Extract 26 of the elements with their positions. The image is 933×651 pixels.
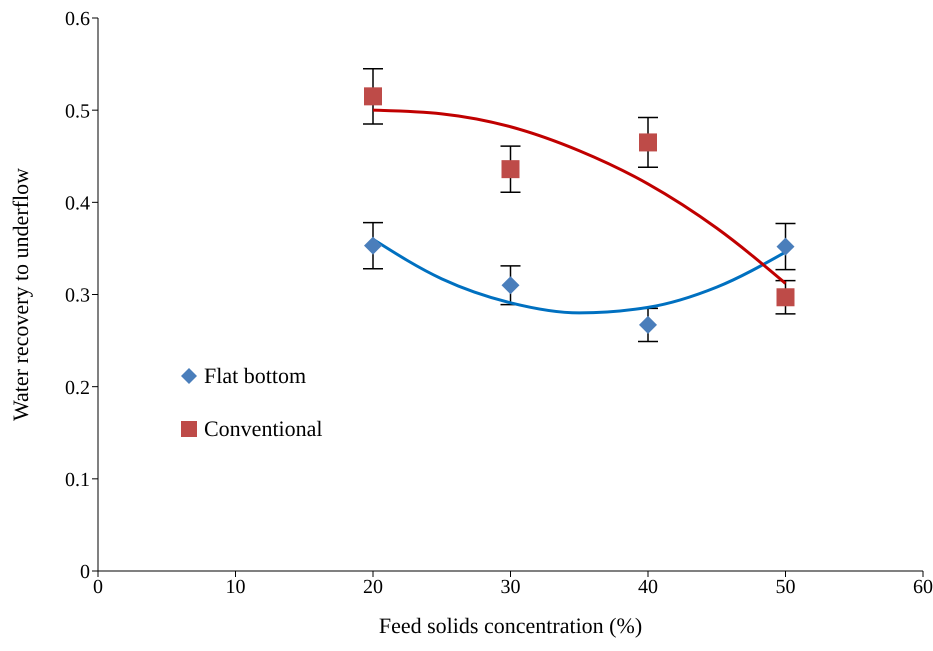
point	[639, 133, 657, 152]
x-axis-title: Feed solids concentration (%)	[378, 613, 642, 638]
x-tick-label: 20	[363, 576, 383, 598]
y-axis-title: Water recovery to underflow	[8, 168, 33, 421]
x-tick-label: 60	[913, 576, 933, 598]
x-tick-label: 10	[226, 576, 246, 598]
x-tick-label: 50	[776, 576, 796, 598]
legend-label: Flat bottom	[204, 363, 306, 389]
y-tick-label: 0.6	[65, 8, 90, 30]
y-tick-label: 0.3	[65, 284, 90, 307]
y-tick-label: 0.5	[65, 100, 90, 122]
x-tick-label: 30	[500, 576, 520, 598]
y-tick-label: 0.4	[65, 192, 90, 214]
legend-label: Conventional	[204, 416, 323, 442]
point	[502, 276, 520, 294]
point	[776, 238, 794, 256]
line-series	[372, 108, 787, 285]
point	[502, 160, 520, 178]
point	[776, 288, 794, 306]
y-tick-label: 0	[80, 561, 90, 584]
y-tick-label: 0.2	[65, 376, 90, 399]
x-tick-label: 40	[638, 576, 658, 598]
y-tick-label: 0.1	[65, 468, 90, 491]
point	[364, 236, 382, 255]
point	[364, 87, 382, 106]
point	[639, 316, 657, 334]
